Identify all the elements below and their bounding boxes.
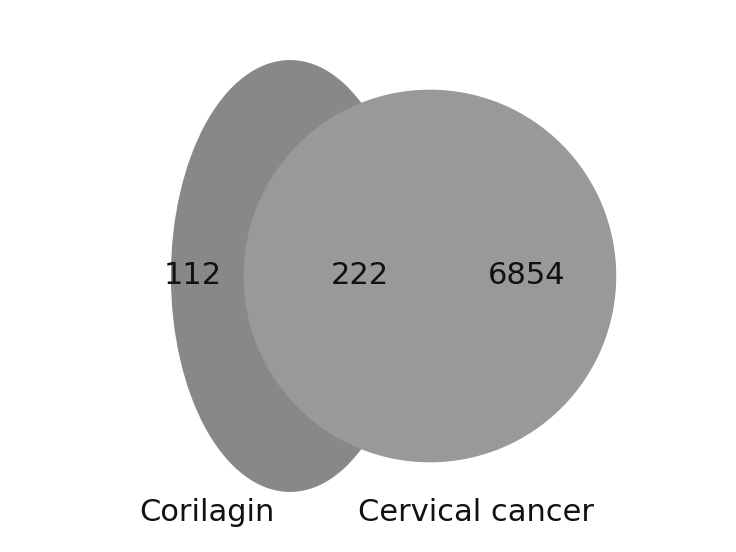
Text: 112: 112	[164, 262, 222, 290]
Text: 6854: 6854	[488, 262, 565, 290]
Text: Corilagin: Corilagin	[139, 498, 275, 527]
Text: 222: 222	[331, 262, 389, 290]
Ellipse shape	[171, 61, 408, 491]
Circle shape	[244, 91, 615, 461]
Text: Cervical cancer: Cervical cancer	[358, 498, 594, 527]
